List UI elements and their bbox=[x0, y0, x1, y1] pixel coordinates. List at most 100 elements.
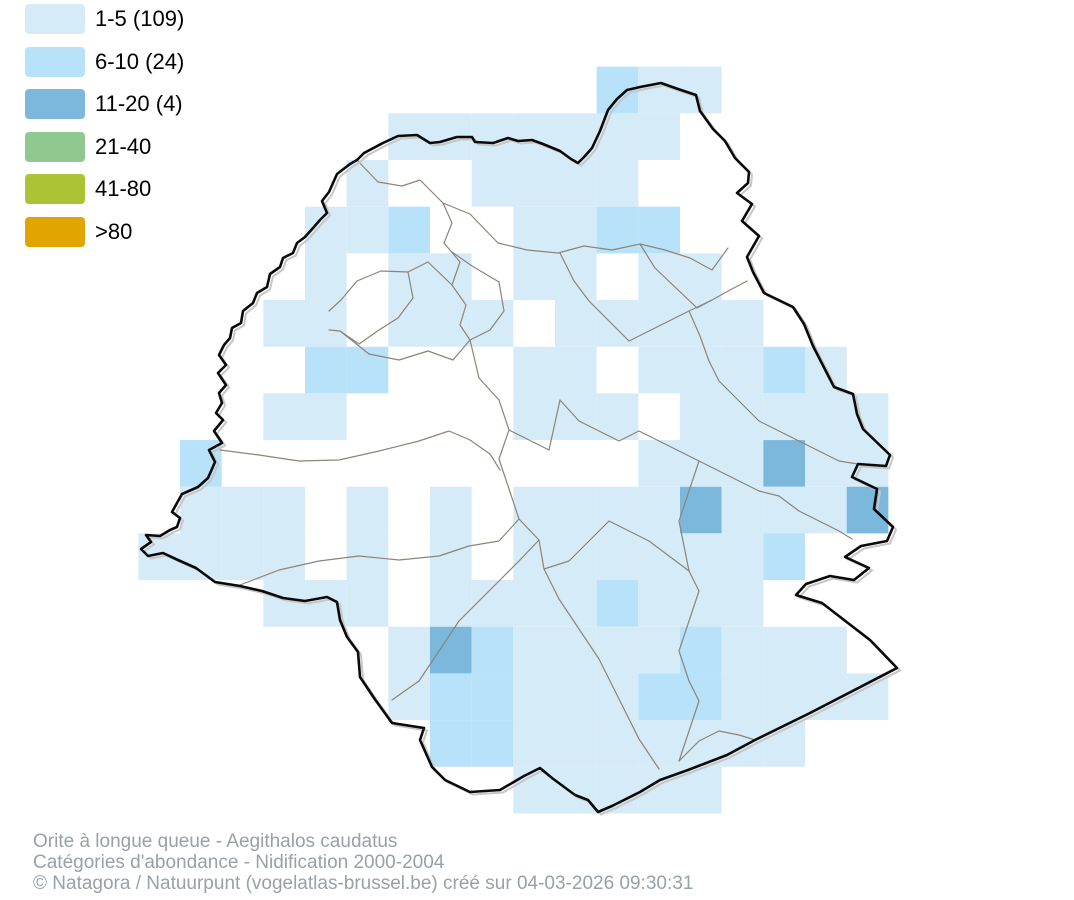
abundance-cell bbox=[304, 346, 347, 394]
abundance-cell bbox=[680, 440, 722, 487]
abundance-cell bbox=[263, 300, 305, 347]
abundance-cell bbox=[346, 486, 389, 534]
abundance-cell bbox=[304, 253, 347, 301]
abundance-cell bbox=[513, 626, 555, 674]
abundance-cell bbox=[513, 393, 555, 441]
abundance-cell bbox=[596, 720, 639, 767]
region-outline-shadow bbox=[142, 84, 902, 816]
abundance-cell bbox=[513, 206, 555, 254]
abundance-cell bbox=[429, 580, 472, 627]
legend-swatch-6-10 bbox=[25, 46, 85, 77]
abundance-cell bbox=[596, 580, 639, 627]
abundance-cell bbox=[680, 673, 722, 721]
abundance-cell bbox=[638, 440, 681, 487]
legend-label-6-10: 6-10 (24) bbox=[95, 48, 185, 74]
legend-label-gt80: >80 bbox=[95, 219, 133, 244]
species-title: Orite à longue queue - Aegithalos caudat… bbox=[33, 831, 398, 852]
abundance-cell bbox=[555, 486, 597, 534]
abundance-cell bbox=[346, 580, 389, 627]
abundance-cell bbox=[680, 626, 722, 674]
legend-label-21-40: 21-40 bbox=[95, 133, 152, 159]
abundance-cell bbox=[721, 300, 764, 347]
abundance-cell bbox=[638, 113, 681, 161]
abundance-cell bbox=[471, 300, 514, 347]
abundance-cell bbox=[429, 486, 472, 534]
abundance-cell bbox=[721, 626, 764, 674]
abundance-cell bbox=[471, 626, 514, 674]
caption: Orite à longue queue - Aegithalos caudat… bbox=[33, 831, 693, 894]
abundance-cell bbox=[638, 580, 681, 627]
abundance-cell bbox=[638, 486, 681, 534]
abundance-cell bbox=[513, 720, 555, 767]
legend-swatch-41-80 bbox=[25, 174, 85, 205]
copyright-line: © Natagora / Natuurpunt (vogelatlas-brus… bbox=[33, 873, 694, 894]
abundance-cell bbox=[513, 346, 555, 394]
abundance-cell bbox=[763, 626, 806, 674]
abundance-cell bbox=[304, 393, 347, 441]
legend-swatch-gt80 bbox=[25, 217, 85, 247]
abundance-cell bbox=[429, 720, 472, 767]
abundance-cell bbox=[763, 440, 806, 487]
abundance-cell bbox=[513, 580, 555, 627]
abundance-cell bbox=[471, 113, 514, 161]
abundance-cell bbox=[513, 486, 555, 534]
abundance-cell bbox=[721, 346, 764, 394]
abundance-cell bbox=[680, 533, 722, 581]
abundance-cell bbox=[596, 300, 639, 347]
abundance-cell bbox=[513, 533, 555, 581]
abundance-cell bbox=[388, 206, 430, 254]
abundance-cell bbox=[555, 253, 597, 301]
abundance-cell bbox=[471, 720, 514, 767]
abundance-cell bbox=[721, 486, 764, 534]
abundance-cell bbox=[471, 673, 514, 721]
abundance-cell bbox=[555, 300, 597, 347]
abundance-cell bbox=[596, 206, 639, 254]
abundance-cell bbox=[263, 533, 305, 581]
abundance-cell bbox=[429, 673, 472, 721]
abundance-cell bbox=[429, 253, 472, 301]
abundance-cell bbox=[805, 626, 847, 674]
abundance-cell bbox=[388, 626, 430, 674]
abundance-cell bbox=[638, 673, 681, 721]
abundance-cell bbox=[388, 300, 430, 347]
abundance-cell bbox=[805, 486, 847, 534]
abundance-cell bbox=[596, 766, 639, 814]
abundance-cell bbox=[638, 626, 681, 674]
abundance-cell bbox=[680, 486, 722, 534]
abundance-cell bbox=[555, 673, 597, 721]
abundance-cell bbox=[263, 393, 305, 441]
abundance-cell bbox=[680, 346, 722, 394]
abundance-cell bbox=[846, 486, 889, 534]
abundance-cell bbox=[805, 393, 847, 441]
abundance-cell bbox=[429, 626, 472, 674]
abundance-cell bbox=[555, 160, 597, 207]
abundance-cell bbox=[221, 533, 264, 581]
legend-swatch-11-20 bbox=[25, 89, 85, 120]
abundance-cell bbox=[555, 533, 597, 581]
abundance-cell bbox=[596, 160, 639, 207]
abundance-cell bbox=[638, 346, 681, 394]
abundance-cell bbox=[513, 673, 555, 721]
abundance-cell bbox=[221, 486, 264, 534]
abundance-cell bbox=[680, 253, 722, 301]
abundance-cell bbox=[596, 626, 639, 674]
abundance-cell bbox=[346, 346, 389, 394]
abundance-cell bbox=[680, 393, 722, 441]
abundance-cell bbox=[471, 160, 514, 207]
abundance-cell bbox=[721, 580, 764, 627]
abundance-cell bbox=[638, 720, 681, 767]
abundance-cell bbox=[513, 113, 555, 161]
legend-swatch-1-5 bbox=[25, 4, 85, 34]
abundance-cell bbox=[179, 486, 222, 534]
abundance-cell bbox=[596, 533, 639, 581]
municipality-boundaries bbox=[219, 159, 859, 770]
abundance-cell bbox=[555, 626, 597, 674]
region-outline bbox=[139, 81, 899, 814]
legend-swatch-21-40 bbox=[25, 131, 85, 162]
abundance-cell bbox=[555, 720, 597, 767]
abundance-cell bbox=[763, 533, 806, 581]
abundance-cell bbox=[721, 440, 764, 487]
abundance-cell bbox=[346, 160, 389, 207]
legend-label-1-5: 1-5 (109) bbox=[95, 6, 185, 31]
